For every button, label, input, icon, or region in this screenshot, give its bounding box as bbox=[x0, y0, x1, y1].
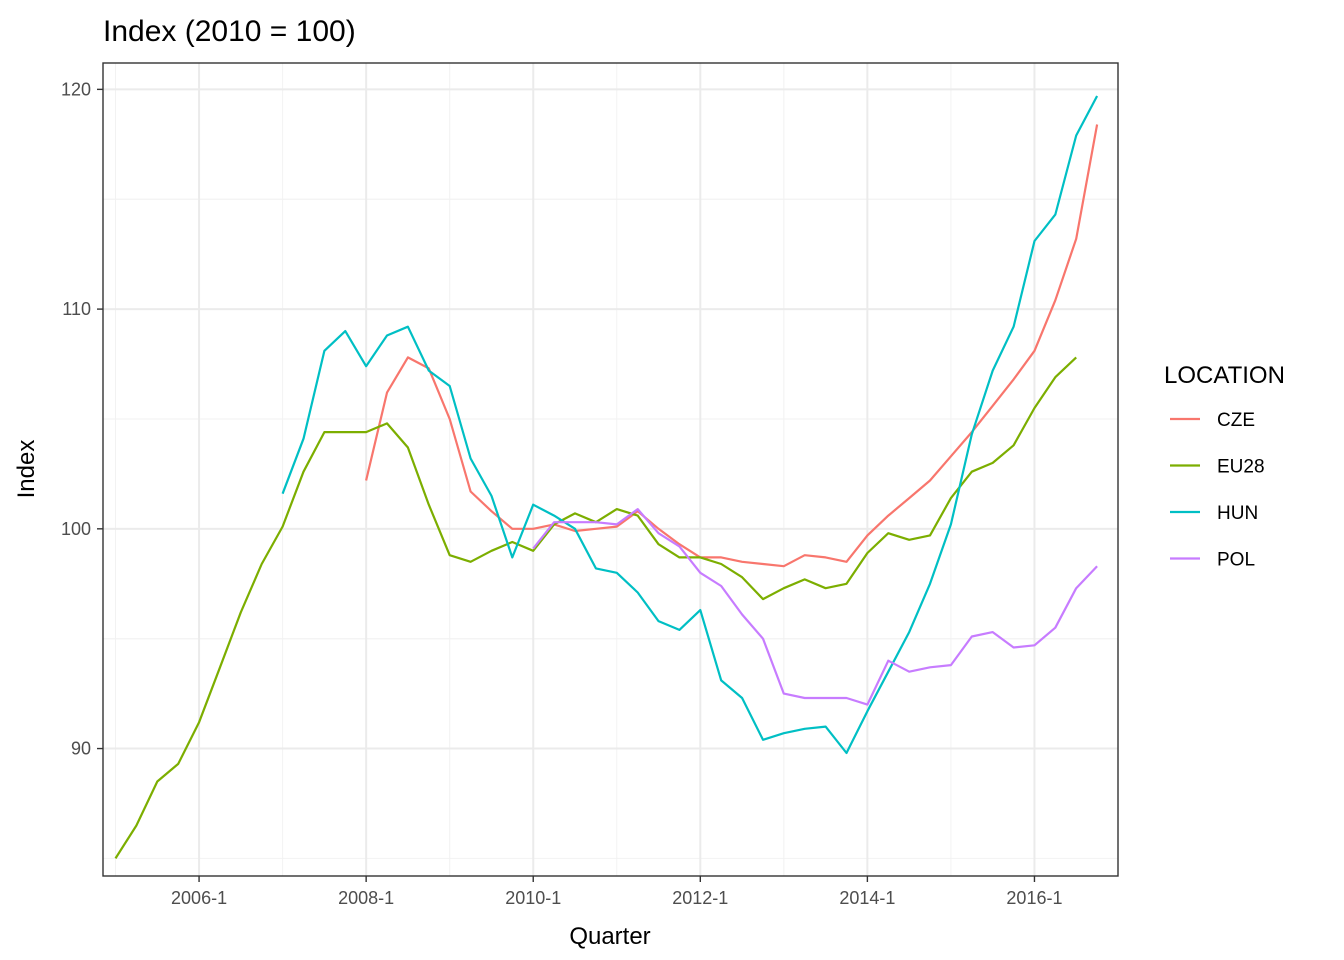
legend: LOCATION CZE EU28 HUN POL bbox=[1164, 362, 1285, 571]
plot-panel bbox=[103, 63, 1118, 876]
y-tick-label: 110 bbox=[62, 299, 91, 319]
x-tick-label: 2016-1 bbox=[1006, 888, 1062, 908]
legend-label-cze: CZE bbox=[1217, 410, 1255, 431]
y-axis: 90 100 110 120 bbox=[61, 79, 103, 759]
y-tick-label: 90 bbox=[71, 739, 91, 759]
series-lines bbox=[114, 95, 1099, 859]
grid-lines bbox=[103, 63, 1118, 876]
series-line-hun bbox=[281, 95, 1099, 755]
y-tick-label: 120 bbox=[61, 79, 91, 99]
x-tick-label: 2008-1 bbox=[338, 888, 394, 908]
x-tick-label: 2014-1 bbox=[839, 888, 895, 908]
series-line-cze bbox=[365, 124, 1099, 568]
y-axis-title: Index bbox=[13, 440, 40, 499]
legend-label-eu28: EU28 bbox=[1217, 457, 1265, 478]
chart-title: Index (2010 = 100) bbox=[103, 15, 356, 48]
x-tick-label: 2012-1 bbox=[672, 888, 728, 908]
x-axis: 2006-1 2008-1 2010-1 2012-1 2014-1 2016-1 bbox=[171, 876, 1062, 908]
legend-label-pol: POL bbox=[1217, 550, 1255, 571]
plot-border bbox=[102, 62, 1119, 877]
legend-title: LOCATION bbox=[1164, 362, 1285, 389]
legend-label-hun: HUN bbox=[1217, 503, 1258, 524]
x-tick-label: 2010-1 bbox=[505, 888, 561, 908]
x-axis-title: Quarter bbox=[569, 923, 650, 950]
series-line-pol bbox=[532, 508, 1098, 706]
y-tick-label: 100 bbox=[61, 519, 91, 539]
x-tick-label: 2006-1 bbox=[171, 888, 227, 908]
